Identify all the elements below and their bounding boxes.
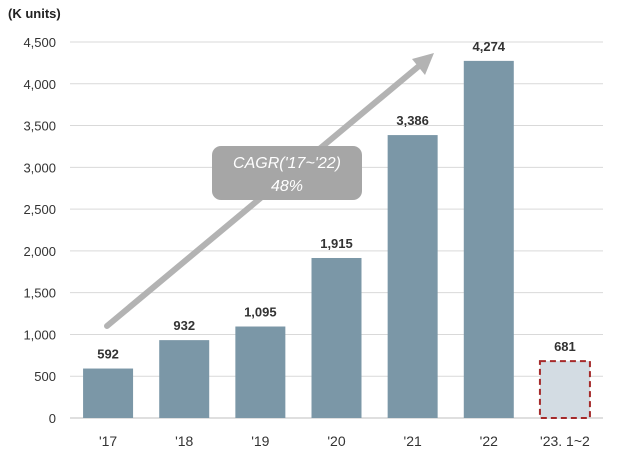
- y-tick-label: 2,000: [23, 244, 56, 259]
- data-label: 1,915: [320, 236, 353, 251]
- y-tick-label: 1,500: [23, 286, 56, 301]
- y-tick-label: 3,000: [23, 160, 56, 175]
- cagr-value: 48%: [271, 178, 303, 195]
- y-tick-label: 1,000: [23, 327, 56, 342]
- arrow-head: [412, 53, 434, 75]
- y-tick-label: 500: [34, 369, 56, 384]
- bar: [387, 135, 438, 419]
- x-tick-label: '18: [175, 433, 193, 449]
- x-tick-label: '17: [99, 433, 117, 449]
- bar: [235, 326, 286, 418]
- y-tick-label: 0: [49, 411, 56, 426]
- y-axis: 0 500 1,000 1,500 2,000 2,500 3,000 3,500 4,000 4…: [23, 35, 56, 426]
- x-tick-label: '22: [480, 433, 498, 449]
- data-label: 932: [173, 318, 195, 333]
- data-label: 1,095: [244, 305, 277, 320]
- x-tick-label: '19: [251, 433, 269, 449]
- cagr-box: [212, 146, 362, 200]
- y-tick-label: 2,500: [23, 202, 56, 217]
- unit-label: (K units): [8, 6, 61, 21]
- y-tick-label: 4,000: [23, 77, 56, 92]
- bar: [463, 60, 514, 419]
- y-tick-label: 4,500: [23, 35, 56, 50]
- bar: [311, 257, 362, 418]
- x-axis: '17 '18 '19 '20 '21 '22 '23. 1~2: [99, 433, 590, 449]
- bar-partial-year: [538, 360, 591, 419]
- x-tick-label: '20: [327, 433, 345, 449]
- x-tick-label: '21: [404, 433, 422, 449]
- bars: 592 932 1,095 1,915 3,386 4,274 681: [83, 39, 591, 419]
- data-label: 681: [554, 339, 576, 354]
- bar: [159, 340, 210, 418]
- data-label: 3,386: [396, 113, 429, 128]
- cagr-annotation: CAGR('17~'22) 48%: [104, 53, 434, 329]
- x-tick-label: '23. 1~2: [540, 433, 590, 449]
- gridlines: [70, 41, 603, 419]
- bar: [83, 368, 134, 418]
- data-label: 4,274: [473, 39, 506, 54]
- cagr-label: CAGR('17~'22): [233, 155, 341, 172]
- data-label: 592: [97, 347, 119, 362]
- y-tick-label: 3,500: [23, 119, 56, 134]
